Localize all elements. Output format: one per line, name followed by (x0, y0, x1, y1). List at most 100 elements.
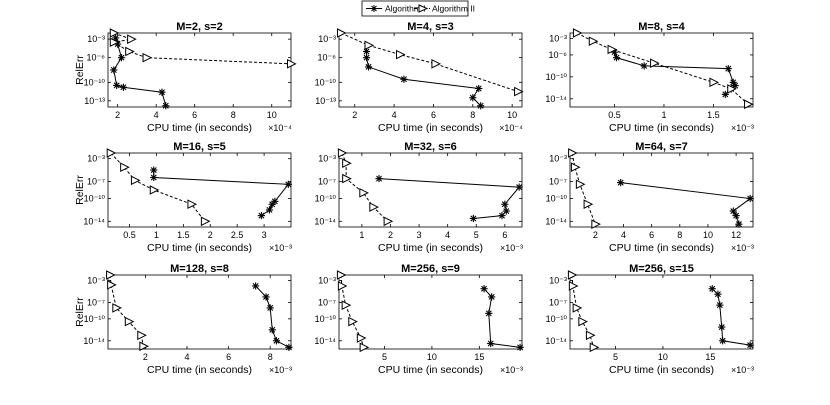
y-tick-label: 10⁻³ (318, 275, 336, 285)
data-point-algorithm-1 (262, 293, 270, 301)
data-point-algorithm-2 (588, 36, 599, 47)
y-tick-label: 10⁻¹⁰ (546, 72, 568, 82)
x-tick-label: 2 (143, 352, 148, 362)
data-point-algorithm-1 (375, 175, 383, 183)
data-point-algorithm-2 (107, 280, 117, 290)
chart-title: M=32, s=6 (404, 141, 457, 153)
y-tick-label: 10⁻¹⁰ (315, 314, 337, 324)
x-tick-label: 4 (185, 352, 190, 362)
x-tick-label: 1 (154, 230, 159, 240)
data-point-algorithm-1 (735, 220, 743, 228)
chart-title: M=16, s=5 (173, 141, 226, 153)
data-point-algorithm-1 (475, 84, 483, 93)
data-point-algorithm-1 (516, 343, 524, 351)
y-tick-label: 10⁻¹⁴ (314, 216, 336, 226)
x-tick-label: 2 (115, 110, 120, 120)
x-tick-label: 3 (417, 230, 422, 240)
x-tick-label: 6 (431, 110, 436, 120)
data-point-algorithm-1 (480, 285, 488, 293)
data-point-algorithm-1 (724, 65, 732, 73)
x-tick-label: 15 (705, 352, 715, 362)
y-tick-label: 10⁻⁷ (549, 176, 567, 186)
x-axis-label: CPU time (in seconds) (609, 364, 714, 376)
x-axis-exponent: ×10⁻³ (269, 243, 292, 253)
data-point-algorithm-1 (732, 212, 740, 220)
y-tick-label: 10⁻¹⁴ (314, 336, 336, 346)
data-point-algorithm-1 (617, 179, 625, 187)
data-point-algorithm-1 (162, 102, 170, 110)
x-tick-label: 4 (154, 110, 159, 120)
data-point-algorithm-1 (746, 194, 754, 203)
data-point-algorithm-2 (106, 148, 117, 158)
data-point-algorithm-1 (112, 34, 120, 42)
plot-frame (569, 274, 754, 350)
data-point-algorithm-1 (150, 173, 158, 182)
data-point-algorithm-1 (158, 88, 166, 96)
data-point-algorithm-2 (383, 216, 394, 227)
y-tick-label: 10⁻¹⁰ (315, 194, 337, 204)
x-tick-label: 15 (474, 352, 484, 362)
x-tick-label: 6 (502, 230, 507, 240)
chart-panel-1: M=2, s=2 2 4 6 8 10 10⁻³ 10⁻⁶ 10⁻¹⁰ 10⁻¹³ CPU time… (74, 21, 297, 134)
chart-title: M=8, s=4 (638, 21, 685, 33)
data-point-algorithm-2 (369, 202, 379, 212)
chart-title: M=2, s=2 (176, 21, 222, 33)
y-tick-label: 10⁻⁶ (318, 53, 337, 63)
data-point-algorithm-2 (287, 59, 297, 69)
x-axis-exponent: ×10⁻³ (269, 365, 292, 375)
data-point-algorithm-1 (515, 183, 523, 191)
series-line-algorithm-1 (379, 178, 521, 219)
x-tick-label: 0.5 (608, 110, 621, 120)
x-axis-label: CPU time (in seconds) (378, 122, 483, 134)
y-tick-label: 10⁻⁶ (549, 50, 568, 60)
data-point-algorithm-1 (502, 207, 510, 215)
data-point-algorithm-1 (714, 290, 722, 298)
y-tick-label: 10⁻⁷ (318, 297, 336, 307)
data-point-algorithm-2 (727, 84, 737, 94)
x-axis-exponent: ×10⁻³ (731, 243, 754, 253)
data-point-algorithm-2 (127, 34, 137, 44)
x-axis-exponent: ×10⁻³ (500, 365, 523, 375)
data-point-algorithm-2 (109, 37, 120, 48)
x-tick-label: 4 (392, 110, 397, 120)
x-axis-exponent: ×10⁻³ (731, 123, 754, 133)
y-tick-label: 10⁻¹⁰ (84, 194, 106, 204)
y-tick-label: 10⁻¹⁰ (315, 77, 337, 87)
data-point-algorithm-1 (362, 54, 371, 62)
x-tick-label: 10 (507, 110, 517, 120)
y-tick-label: 10⁻⁷ (549, 297, 567, 307)
data-point-algorithm-1 (721, 90, 729, 98)
data-point-algorithm-2 (336, 28, 347, 38)
y-tick-label: 10⁻³ (318, 34, 336, 44)
data-point-algorithm-1 (252, 282, 260, 290)
x-axis-exponent: ×10⁻⁴ (499, 123, 523, 133)
x-axis-exponent: ×10⁻³ (500, 243, 523, 253)
x-tick-label: 10 (703, 230, 713, 240)
data-point-algorithm-1 (612, 54, 621, 62)
data-point-algorithm-2 (137, 330, 147, 341)
data-point-algorithm-2 (567, 270, 578, 280)
y-axis-label: RelErr (74, 175, 86, 205)
data-point-algorithm-1 (113, 81, 121, 90)
y-tick-label: 10⁻⁷ (318, 176, 336, 186)
data-point-algorithm-2 (337, 281, 348, 291)
x-tick-label: 2 (352, 110, 357, 120)
x-tick-label: 0.5 (123, 230, 136, 240)
data-point-algorithm-2 (585, 330, 596, 341)
data-point-algorithm-2 (125, 46, 135, 57)
chart-panel-8: M=256, s=9 5 10 15 10⁻³ 10⁻⁷ 10⁻¹⁰ 10⁻¹⁴ CPU tim… (314, 263, 524, 376)
x-axis-exponent: ×10⁻⁴ (268, 123, 292, 133)
x-tick-label: 2 (208, 230, 213, 240)
y-axis-label: RelErr (74, 55, 86, 85)
y-tick-label: 10⁻¹⁴ (83, 216, 105, 226)
x-tick-label: 4 (621, 230, 626, 240)
data-point-algorithm-1 (719, 337, 727, 345)
data-point-algorithm-2 (342, 173, 352, 184)
data-point-algorithm-2 (359, 342, 370, 353)
y-tick-label: 10⁻¹⁴ (83, 336, 105, 346)
y-tick-label: 10⁻⁶ (87, 53, 106, 63)
data-point-algorithm-1 (487, 339, 495, 348)
data-point-algorithm-2 (341, 300, 352, 310)
y-tick-label: 10⁻³ (549, 275, 567, 285)
plot-frame (338, 274, 523, 350)
